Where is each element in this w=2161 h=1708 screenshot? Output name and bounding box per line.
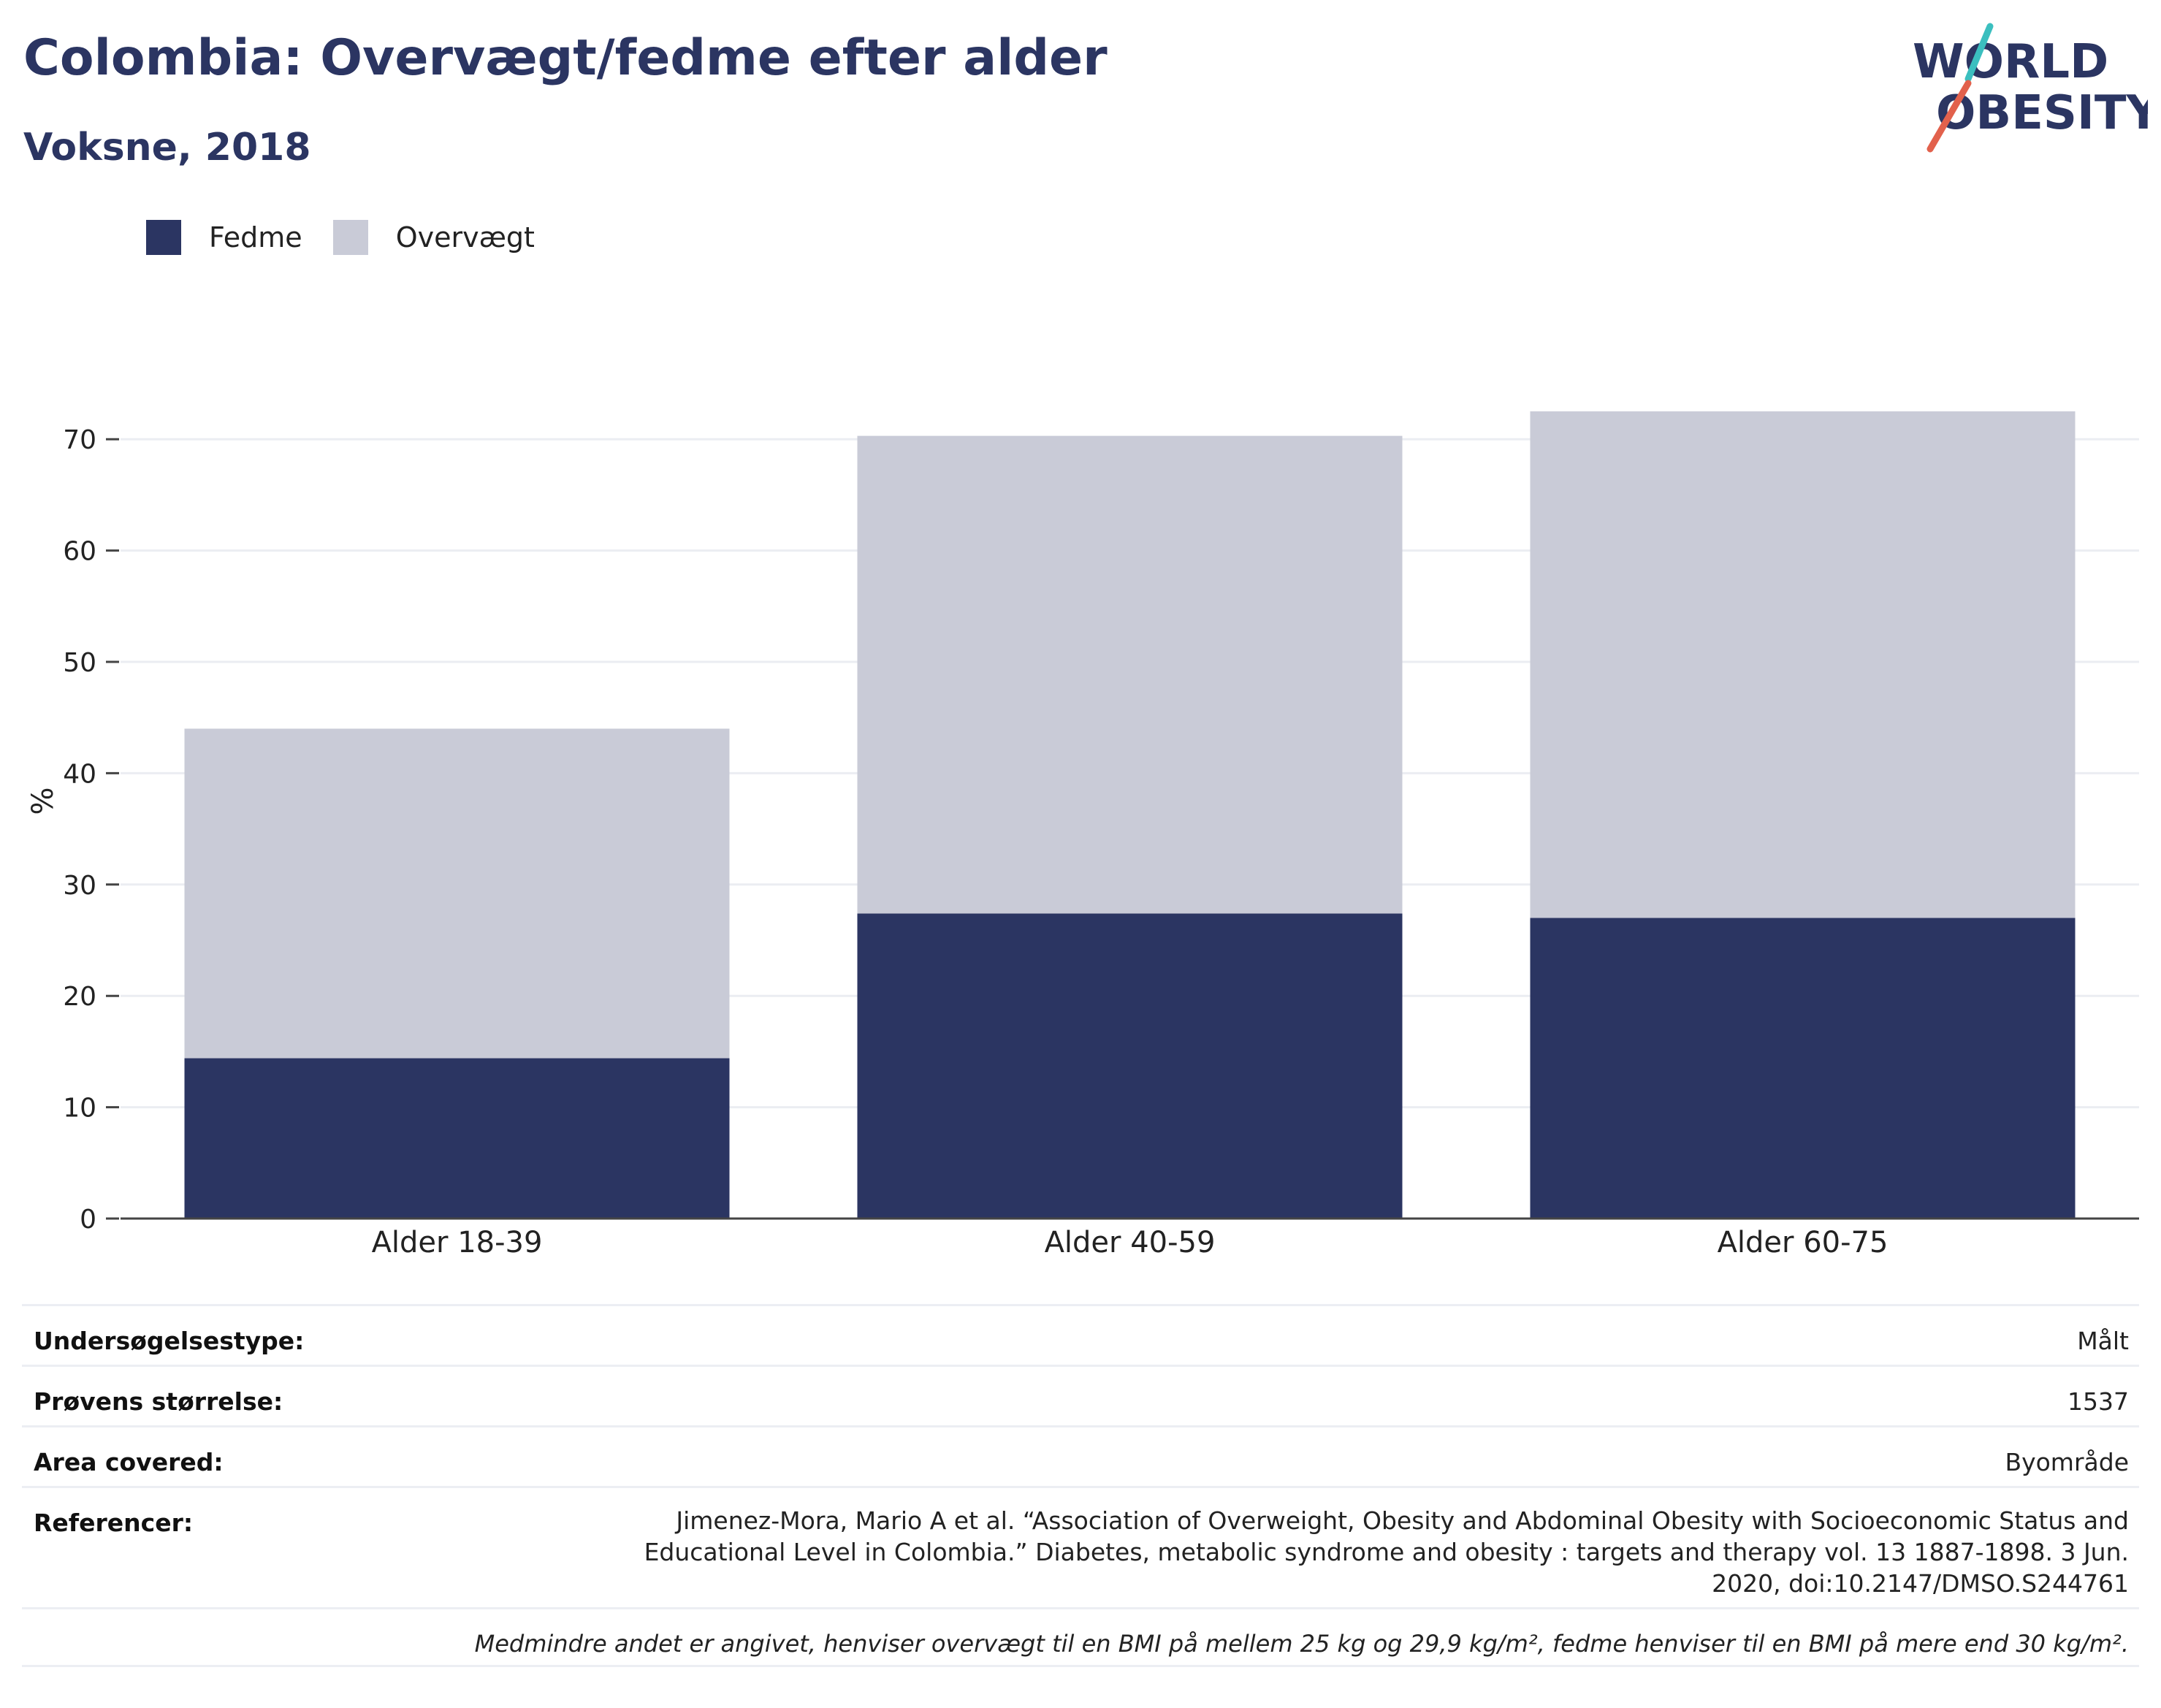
sample-size-label: Prøvens størrelse: [34, 1387, 283, 1416]
world-obesity-logo: WORLD OBESITY [1913, 23, 2148, 153]
chart-legend: Fedme Overvægt [146, 216, 565, 259]
y-tick-label: 0 [80, 1205, 96, 1235]
y-tick-label: 10 [63, 1094, 96, 1124]
area-value: Byområde [2005, 1448, 2129, 1476]
legend-swatch-fedme [146, 220, 181, 255]
logo-slash-teal [1964, 23, 1994, 83]
logo-text-obesity: OBESITY [1936, 86, 2148, 140]
info-row-survey-type: Undersøgelsestype: Målt [22, 1304, 2139, 1365]
bmi-note: Medmindre andet er angivet, henviser ove… [474, 1630, 2129, 1658]
references-value: Jimenez-Mora, Mario A et al. “Associatio… [644, 1506, 2129, 1598]
y-tick-label: 50 [63, 648, 96, 678]
x-tick-label: Alder 18-39 [372, 1226, 543, 1259]
stacked-bar-chart: 0 10 20 30 40 50 60 70% Alder 18-39 Alder 40-59 Al… [26, 411, 2139, 1259]
survey-type-label: Undersøgelsestype: [34, 1327, 305, 1355]
legend-item-overvaegt: Overvægt [332, 220, 535, 255]
chart-subtitle: Voksne, 2018 [23, 126, 311, 169]
info-row-note: Medmindre andet er angivet, henviser ove… [22, 1607, 2139, 1667]
references-label: Referencer: [34, 1509, 194, 1537]
bar-fedme [1530, 918, 2076, 1219]
chart-title: Colombia: Overvægt/fedme efter alder [23, 29, 1108, 87]
x-tick-label: Alder 60-75 [1718, 1226, 1889, 1259]
y-tick-label: 70 [63, 425, 96, 455]
info-row-references: Referencer: Jimenez-Mora, Mario A et al.… [22, 1486, 2139, 1607]
bar-overvaegt [1530, 411, 2076, 918]
info-row-sample-size: Prøvens størrelse: 1537 [22, 1365, 2139, 1425]
legend-label-overvaegt: Overvægt [395, 221, 535, 253]
sample-size-value: 1537 [2067, 1387, 2129, 1416]
logo-slash-coral [1926, 80, 1972, 153]
survey-type-value: Målt [2077, 1327, 2129, 1355]
legend-label-fedme: Fedme [209, 221, 302, 253]
bar-fedme [857, 913, 1403, 1219]
logo-text-world: WORLD [1913, 35, 2108, 89]
x-tick-label: Alder 40-59 [1045, 1226, 1216, 1259]
legend-swatch-overvaegt [332, 220, 368, 255]
info-row-area: Area covered: Byområde [22, 1425, 2139, 1486]
legend-item-fedme: Fedme [146, 220, 302, 255]
y-tick-label: 60 [63, 537, 96, 567]
bar-overvaegt [184, 728, 730, 1059]
area-label: Area covered: [34, 1448, 224, 1476]
y-tick-label: 40 [63, 759, 96, 789]
bar-overvaegt [857, 435, 1403, 914]
info-table: Undersøgelsestype: Målt Prøvens størrels… [22, 1304, 2139, 1667]
y-tick-label: 30 [63, 871, 96, 901]
y-axis-title: % [26, 787, 60, 815]
bar-fedme [184, 1058, 730, 1219]
y-tick-label: 20 [63, 982, 96, 1012]
